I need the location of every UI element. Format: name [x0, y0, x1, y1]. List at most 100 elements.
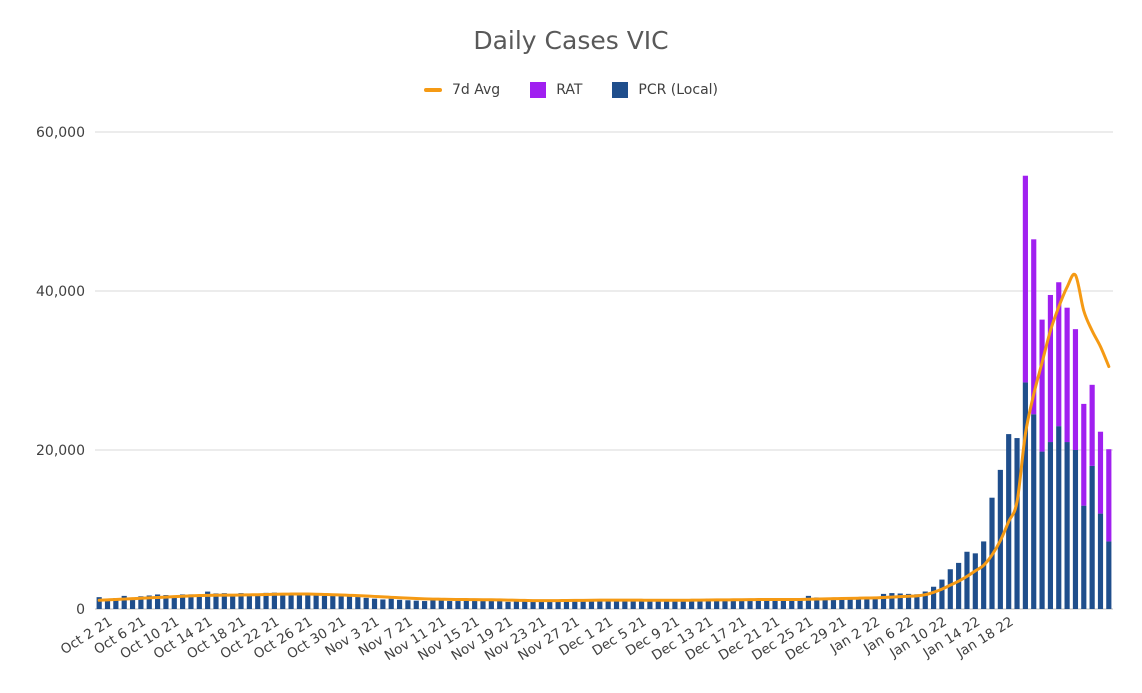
legend-item-pcr: PCR (Local)	[612, 82, 718, 98]
bar-pcr	[672, 601, 678, 609]
bar-pcr	[188, 594, 194, 609]
bar-pcr	[154, 594, 161, 609]
bar-pcr	[855, 598, 862, 609]
bar-pcr	[1072, 450, 1079, 609]
bar-pcr	[338, 596, 344, 609]
bar-pcr	[129, 597, 136, 609]
bar-rat	[1097, 431, 1104, 514]
bar-pcr	[722, 599, 728, 609]
bar-pcr	[755, 599, 761, 609]
bar-rat	[1089, 384, 1095, 466]
bar-pcr	[213, 593, 219, 609]
chart-title: Daily Cases VIC	[473, 26, 669, 55]
bar-pcr	[1031, 414, 1037, 609]
bar-pcr	[1056, 426, 1062, 609]
bar-pcr	[146, 595, 152, 609]
bar-pcr	[205, 591, 211, 609]
bar-pcr	[497, 601, 503, 609]
bar-pcr	[538, 600, 545, 609]
bar-pcr	[455, 601, 461, 609]
bar-pcr	[422, 601, 428, 609]
bar-pcr	[830, 598, 837, 609]
bar-pcr	[1047, 442, 1054, 609]
bar-pcr	[346, 596, 353, 609]
bar-pcr	[263, 592, 269, 609]
bar-pcr	[1097, 513, 1104, 609]
bar-pcr	[622, 600, 628, 609]
bar-pcr	[121, 595, 127, 609]
bar-pcr	[630, 599, 636, 609]
bar-pcr	[547, 600, 553, 609]
bar-pcr	[947, 569, 953, 609]
bar-pcr	[939, 579, 945, 609]
legend-item-7d-avg: 7d Avg	[424, 82, 500, 98]
bar-pcr	[1022, 382, 1028, 609]
bar-pcr	[956, 562, 962, 609]
bar-pcr	[814, 597, 820, 609]
bar-pcr	[163, 595, 169, 609]
bar-pcr	[280, 593, 286, 609]
legend-label-pcr: PCR (Local)	[638, 82, 718, 98]
legend-swatch-pcr	[612, 82, 629, 98]
bar-pcr	[964, 551, 970, 609]
bar-pcr	[472, 600, 478, 609]
bar-pcr	[255, 593, 261, 609]
bar-pcr	[697, 599, 703, 609]
bar-pcr	[480, 601, 486, 609]
legend-label-7d-avg: 7d Avg	[452, 82, 501, 98]
bar-pcr	[1089, 465, 1095, 609]
bar-pcr	[171, 596, 177, 609]
bar-rat	[1031, 239, 1037, 415]
bar-pcr	[1039, 451, 1045, 609]
y-tick-label: 20,000	[36, 443, 85, 459]
bar-pcr	[330, 595, 336, 609]
bar-pcr	[705, 598, 711, 609]
bar-pcr	[739, 600, 745, 609]
bar-pcr	[655, 600, 661, 609]
bar-pcr	[588, 600, 595, 609]
bar-rat	[1081, 403, 1087, 506]
bar-pcr	[355, 597, 361, 609]
bar-pcr	[847, 599, 853, 609]
bar-pcr	[230, 594, 236, 609]
bar-pcr	[730, 599, 736, 609]
bar-pcr	[388, 598, 394, 609]
bar-pcr	[513, 601, 519, 609]
bar-pcr	[839, 598, 845, 609]
bar-pcr	[413, 600, 419, 609]
bar-pcr	[605, 600, 611, 609]
bar-pcr	[880, 593, 887, 609]
bar-pcr	[180, 594, 186, 609]
bar-pcr	[822, 598, 828, 609]
bar-pcr	[530, 601, 536, 609]
bar-pcr	[872, 597, 878, 609]
bar-pcr	[305, 594, 311, 609]
legend: 7d Avg RAT PCR (Local)	[0, 82, 1142, 98]
bar-pcr	[981, 541, 987, 609]
bar-pcr	[572, 599, 578, 609]
bar-pcr	[689, 599, 695, 609]
bar-pcr	[488, 600, 494, 609]
bar-pcr	[914, 594, 920, 609]
bar-pcr	[663, 600, 670, 609]
y-tick-label: 60,000	[36, 125, 85, 141]
bar-pcr	[597, 599, 603, 609]
bar-pcr	[780, 599, 786, 609]
bar-rat	[1022, 175, 1028, 383]
bar-pcr	[613, 599, 620, 609]
bar-pcr	[1064, 442, 1070, 609]
bar-pcr	[972, 553, 978, 609]
bar-pcr	[405, 600, 411, 609]
bar-pcr	[889, 593, 895, 609]
legend-label-rat: RAT	[556, 82, 583, 98]
bar-pcr	[764, 599, 770, 609]
bar-pcr	[897, 593, 903, 609]
bar-pcr	[1106, 541, 1112, 609]
y-tick-label: 0	[76, 602, 85, 618]
bar-pcr	[555, 600, 561, 609]
bar-pcr	[772, 599, 778, 609]
bar-rat	[1047, 294, 1054, 443]
bar-pcr	[580, 600, 586, 609]
